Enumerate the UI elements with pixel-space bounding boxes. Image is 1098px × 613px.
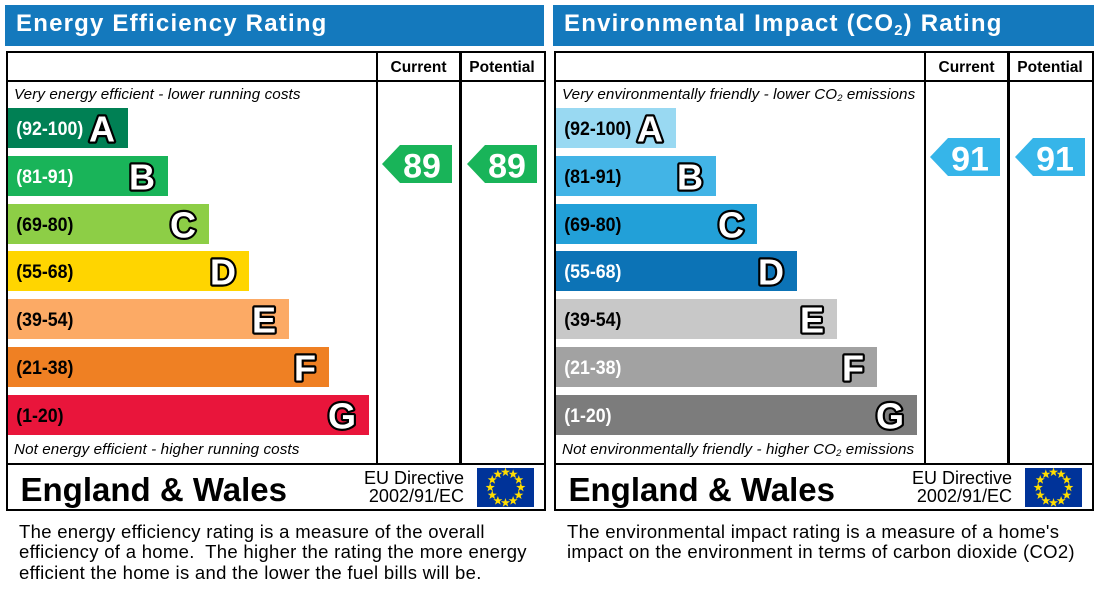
svg-text:91: 91 [951, 140, 989, 176]
svg-text:A: A [89, 109, 115, 149]
svg-text:D: D [210, 252, 236, 292]
svg-text:C: C [718, 205, 744, 245]
svg-text:91: 91 [1036, 140, 1074, 176]
svg-text:C: C [170, 205, 196, 245]
svg-text:A: A [637, 109, 663, 149]
svg-text:G: G [327, 396, 355, 436]
svg-text:B: B [677, 157, 703, 197]
svg-text:G: G [875, 396, 903, 436]
svg-text:89: 89 [403, 147, 441, 183]
svg-text:D: D [758, 252, 784, 292]
svg-text:E: E [799, 300, 823, 340]
svg-text:B: B [129, 157, 155, 197]
svg-text:E: E [251, 300, 275, 340]
svg-text:F: F [294, 348, 316, 388]
svg-text:89: 89 [488, 147, 526, 183]
svg-text:F: F [842, 348, 864, 388]
